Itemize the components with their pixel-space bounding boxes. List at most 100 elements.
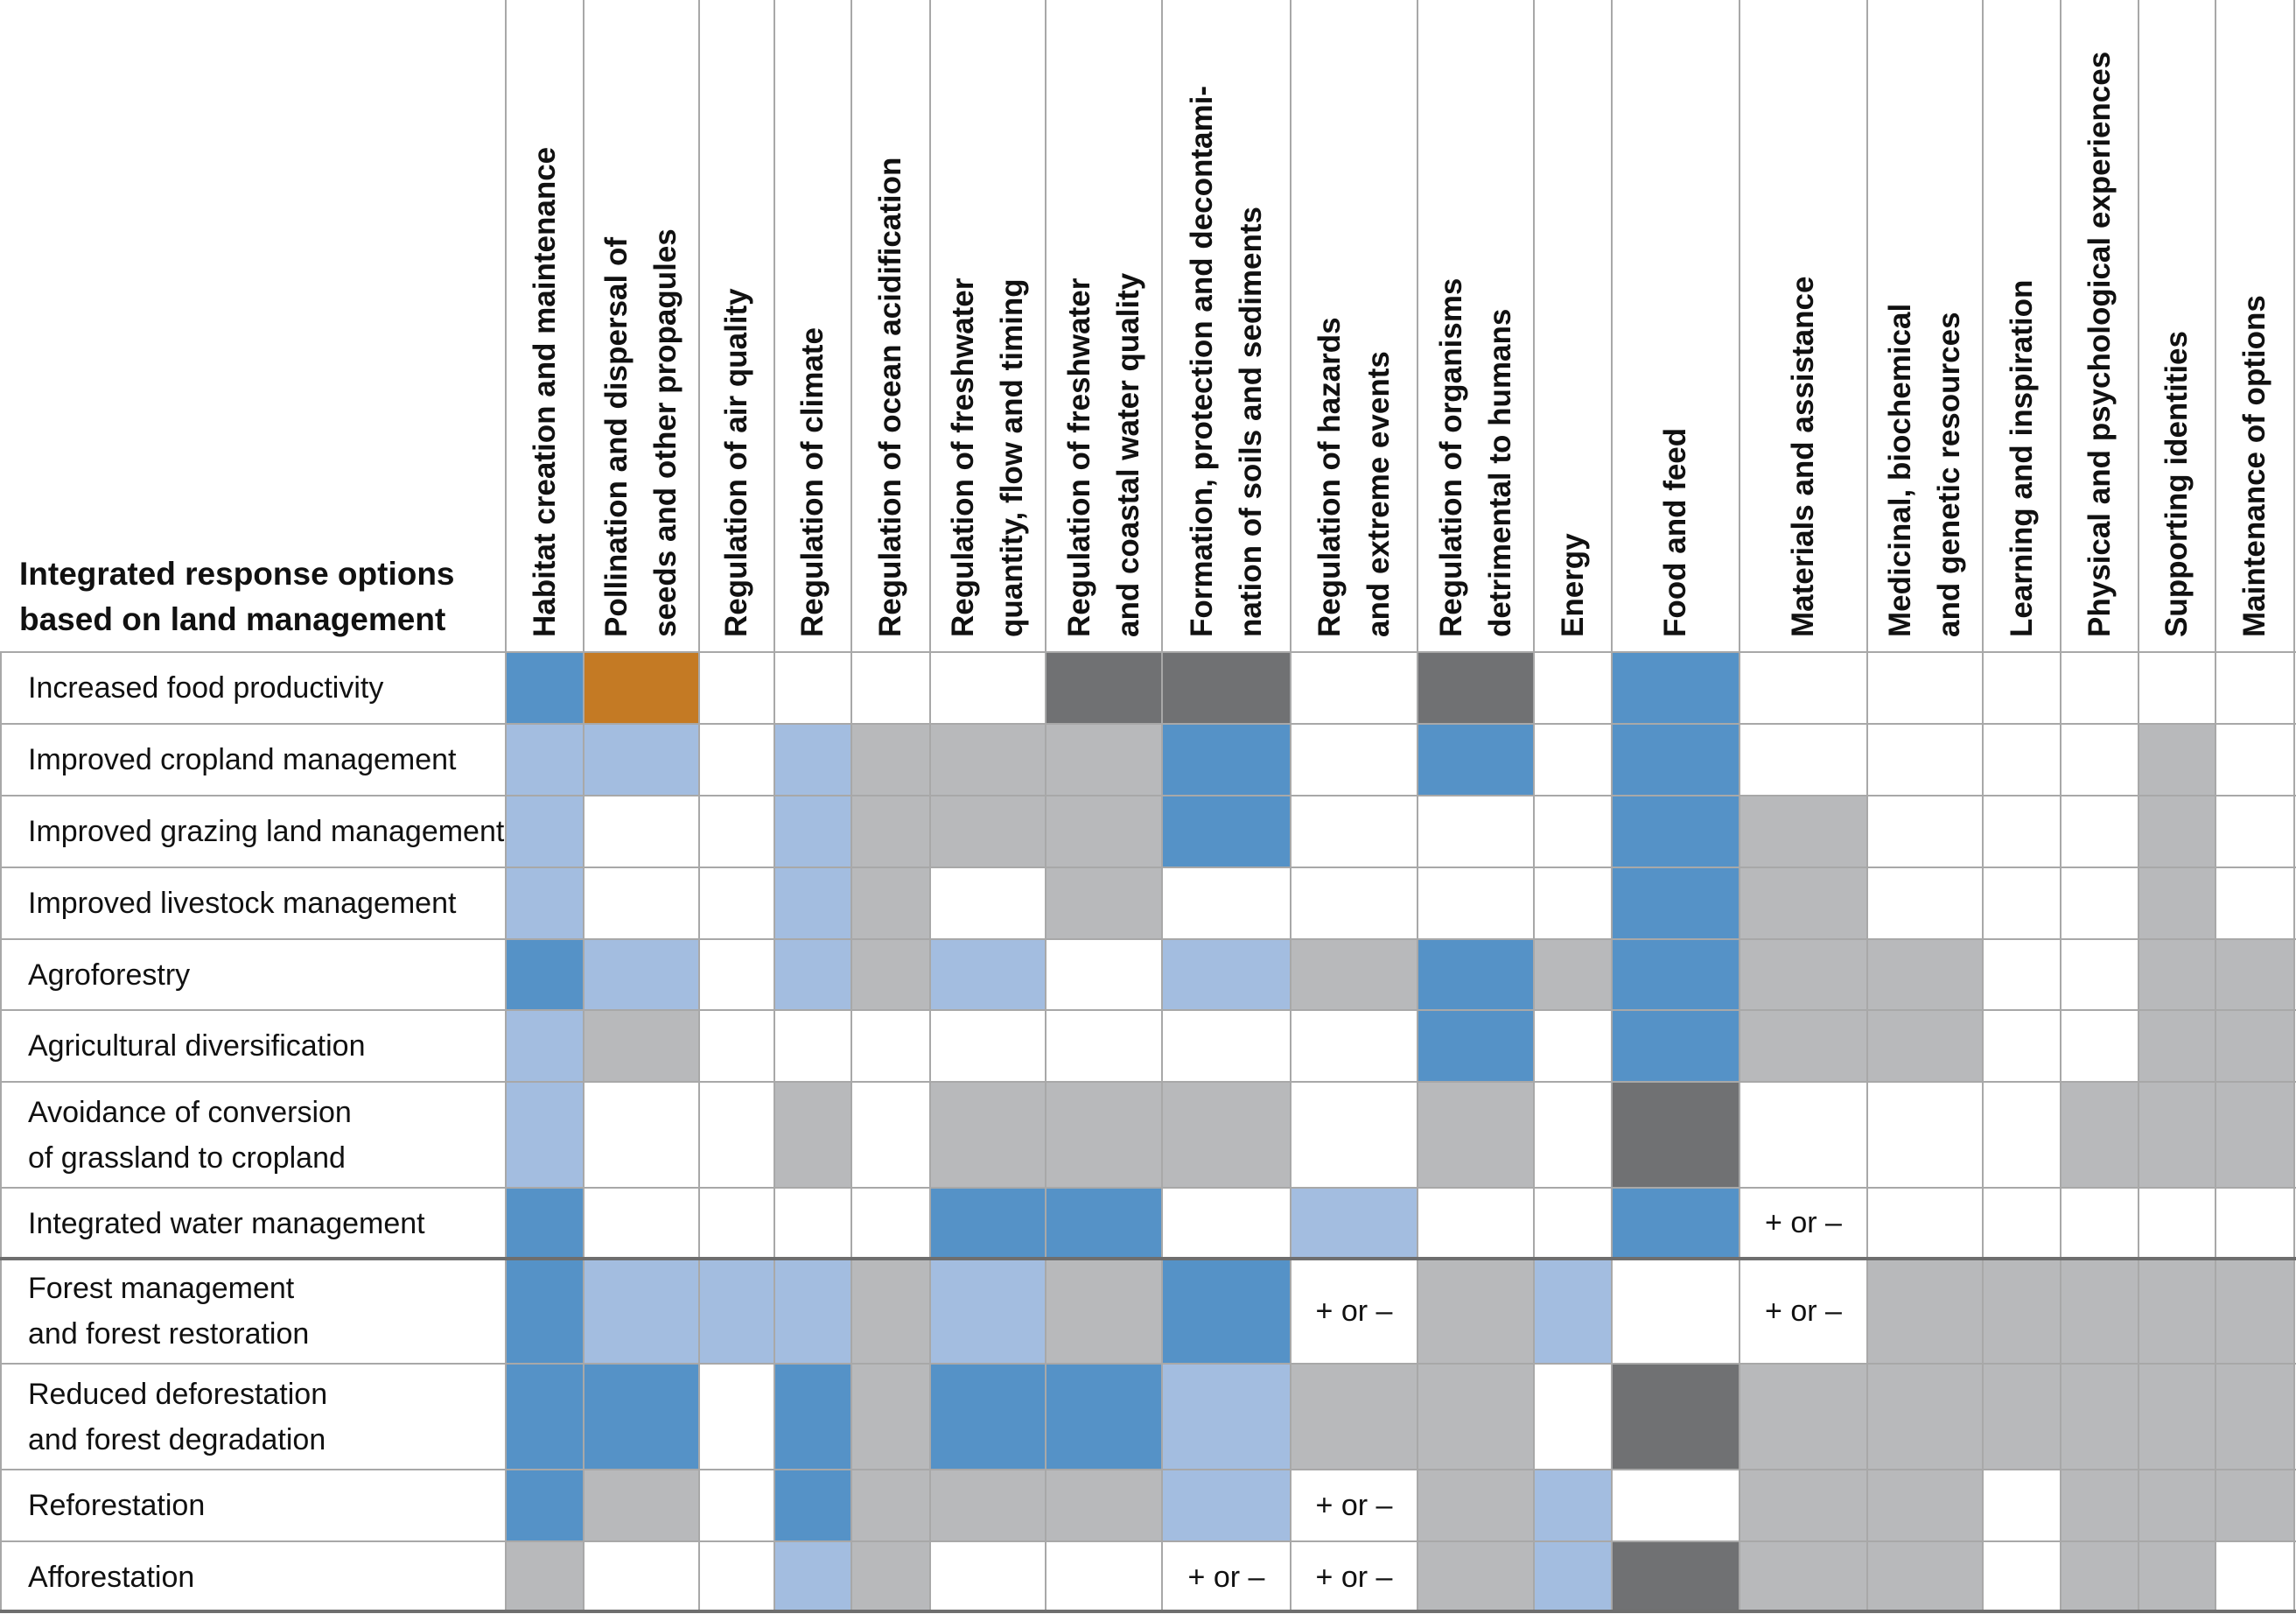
row-label-line: Agricultural diversification [28, 1029, 366, 1063]
matrix-cell [930, 867, 1046, 939]
matrix-cell [2216, 724, 2294, 796]
matrix-cell [699, 939, 774, 1010]
matrix-cell [930, 796, 1046, 867]
matrix-cell [1867, 1010, 1983, 1082]
matrix-cell [2138, 1010, 2216, 1082]
row-label-line: Reduced deforestation [28, 1377, 328, 1411]
matrix-cell [2061, 1364, 2138, 1470]
matrix-cell [1418, 1364, 1534, 1470]
matrix-cell [1162, 1188, 1291, 1259]
column-header-pollination-and-dispersal-of: Pollination and dispersal of seeds and ot… [592, 228, 690, 637]
matrix-cell [1046, 1364, 1162, 1470]
matrix-cell [1612, 724, 1740, 796]
matrix-cell [2061, 652, 2138, 724]
matrix-cell [851, 1541, 930, 1613]
row-divider [0, 1469, 2296, 1470]
matrix-cell [930, 1541, 1046, 1613]
matrix-cell [1867, 652, 1983, 724]
matrix-cell [506, 796, 584, 867]
row-divider [0, 938, 2296, 940]
table-title-line-2: based on land management [19, 601, 446, 637]
matrix-cell [506, 1470, 584, 1541]
column-header-line: Learning and inspiration [2004, 279, 2039, 637]
matrix-cell [1612, 652, 1740, 724]
matrix-cell [1740, 1364, 1867, 1470]
row-label-improved-livestock-management: Improved livestock management [28, 881, 456, 926]
column-header-regulation-of-air-quality: Regulation of air quality [712, 288, 761, 637]
column-header-habitat-creation-and-maintenance: Habitat creation and maintenance [521, 147, 570, 637]
matrix-cell [1983, 652, 2061, 724]
column-divider [2293, 0, 2295, 1613]
matrix-cell [1612, 939, 1740, 1010]
row-label-line: Afforestation [28, 1561, 195, 1594]
matrix-cell [851, 1188, 930, 1259]
matrix-cell [1983, 867, 2061, 939]
column-header-supporting-identities: Supporting identities [2152, 331, 2202, 637]
matrix-cell [1291, 1188, 1418, 1259]
matrix-cell [1983, 1259, 2061, 1364]
matrix-cell [1740, 1470, 1867, 1541]
matrix-cell [1046, 1259, 1162, 1364]
matrix-cell [1983, 1364, 2061, 1470]
column-header-line: Maintenance of options [2237, 295, 2272, 637]
column-header-regulation-of-freshwater: Regulation of freshwater and coastal wate… [1055, 273, 1153, 637]
matrix-cell [2138, 796, 2216, 867]
column-divider [1290, 0, 1292, 1613]
matrix-cell [1867, 796, 1983, 867]
matrix-cell [1162, 1010, 1291, 1082]
matrix-cell [1418, 1010, 1534, 1082]
matrix-cell [699, 1259, 774, 1364]
matrix-cell [2061, 796, 2138, 867]
matrix-cell [2138, 1470, 2216, 1541]
column-header-energy: Energy [1549, 533, 1598, 637]
column-header-line: and coastal water quality [1110, 272, 1145, 637]
matrix-cell [1983, 724, 2061, 796]
matrix-cell [1418, 724, 1534, 796]
matrix-cell [774, 652, 851, 724]
matrix-cell [1867, 1259, 1983, 1364]
column-divider [1982, 0, 1984, 1613]
matrix-cell [2061, 1188, 2138, 1259]
row-divider [0, 1009, 2296, 1011]
matrix-cell [774, 1470, 851, 1541]
column-divider [1161, 0, 1163, 1613]
column-header-food-and-feed: Food and feed [1651, 428, 1700, 637]
column-header-regulation-of-organisms: Regulation of organisms detrimental to hu… [1427, 278, 1525, 637]
matrix-cell [1612, 1082, 1740, 1188]
matrix-cell [1740, 1082, 1867, 1188]
matrix-cell [584, 1541, 699, 1613]
row-label-forest-management-and-forest-restoration: Forest management and forest restoration [28, 1266, 309, 1357]
row-label-agricultural-diversification: Agricultural diversification [28, 1023, 366, 1069]
column-header-medicinal-biochemical: Medicinal, biochemical and genetic resour… [1876, 304, 1974, 637]
matrix-cell [699, 867, 774, 939]
matrix-cell [1534, 1082, 1612, 1188]
matrix-cell [584, 1010, 699, 1082]
matrix-cell [506, 939, 584, 1010]
row-label-increased-food-productivity: Increased food productivity [28, 665, 383, 711]
column-header-line: Regulation of organisms [1433, 277, 1468, 637]
column-header-line: Medicinal, biochemical [1883, 303, 1917, 637]
matrix-cell [930, 1082, 1046, 1188]
matrix-cell [699, 652, 774, 724]
matrix-cell [930, 1188, 1046, 1259]
row-label-line: Avoidance of conversion [28, 1095, 352, 1129]
matrix-cell [1046, 796, 1162, 867]
matrix-cell [699, 1470, 774, 1541]
row-label-improved-grazing-land-management: Improved grazing land management [28, 809, 504, 854]
column-header-line: and extreme events [1361, 351, 1396, 637]
column-header-line: nation of soils and sediments [1233, 206, 1268, 637]
matrix-cell [699, 1188, 774, 1259]
table-title: Integrated response options based on lan… [19, 551, 492, 642]
matrix-cell [2216, 1470, 2294, 1541]
matrix-cell [2061, 939, 2138, 1010]
matrix-cell [2138, 1541, 2216, 1613]
matrix-cell [851, 724, 930, 796]
cell-annotation: + or – [1315, 1294, 1393, 1328]
row-label-afforestation: Afforestation [28, 1554, 194, 1600]
matrix-cell [506, 1259, 584, 1364]
column-divider [850, 0, 852, 1613]
column-header-line: and genetic resources [1932, 312, 1966, 637]
matrix-cell [2138, 652, 2216, 724]
column-divider [1417, 0, 1418, 1613]
matrix-cell [699, 1010, 774, 1082]
